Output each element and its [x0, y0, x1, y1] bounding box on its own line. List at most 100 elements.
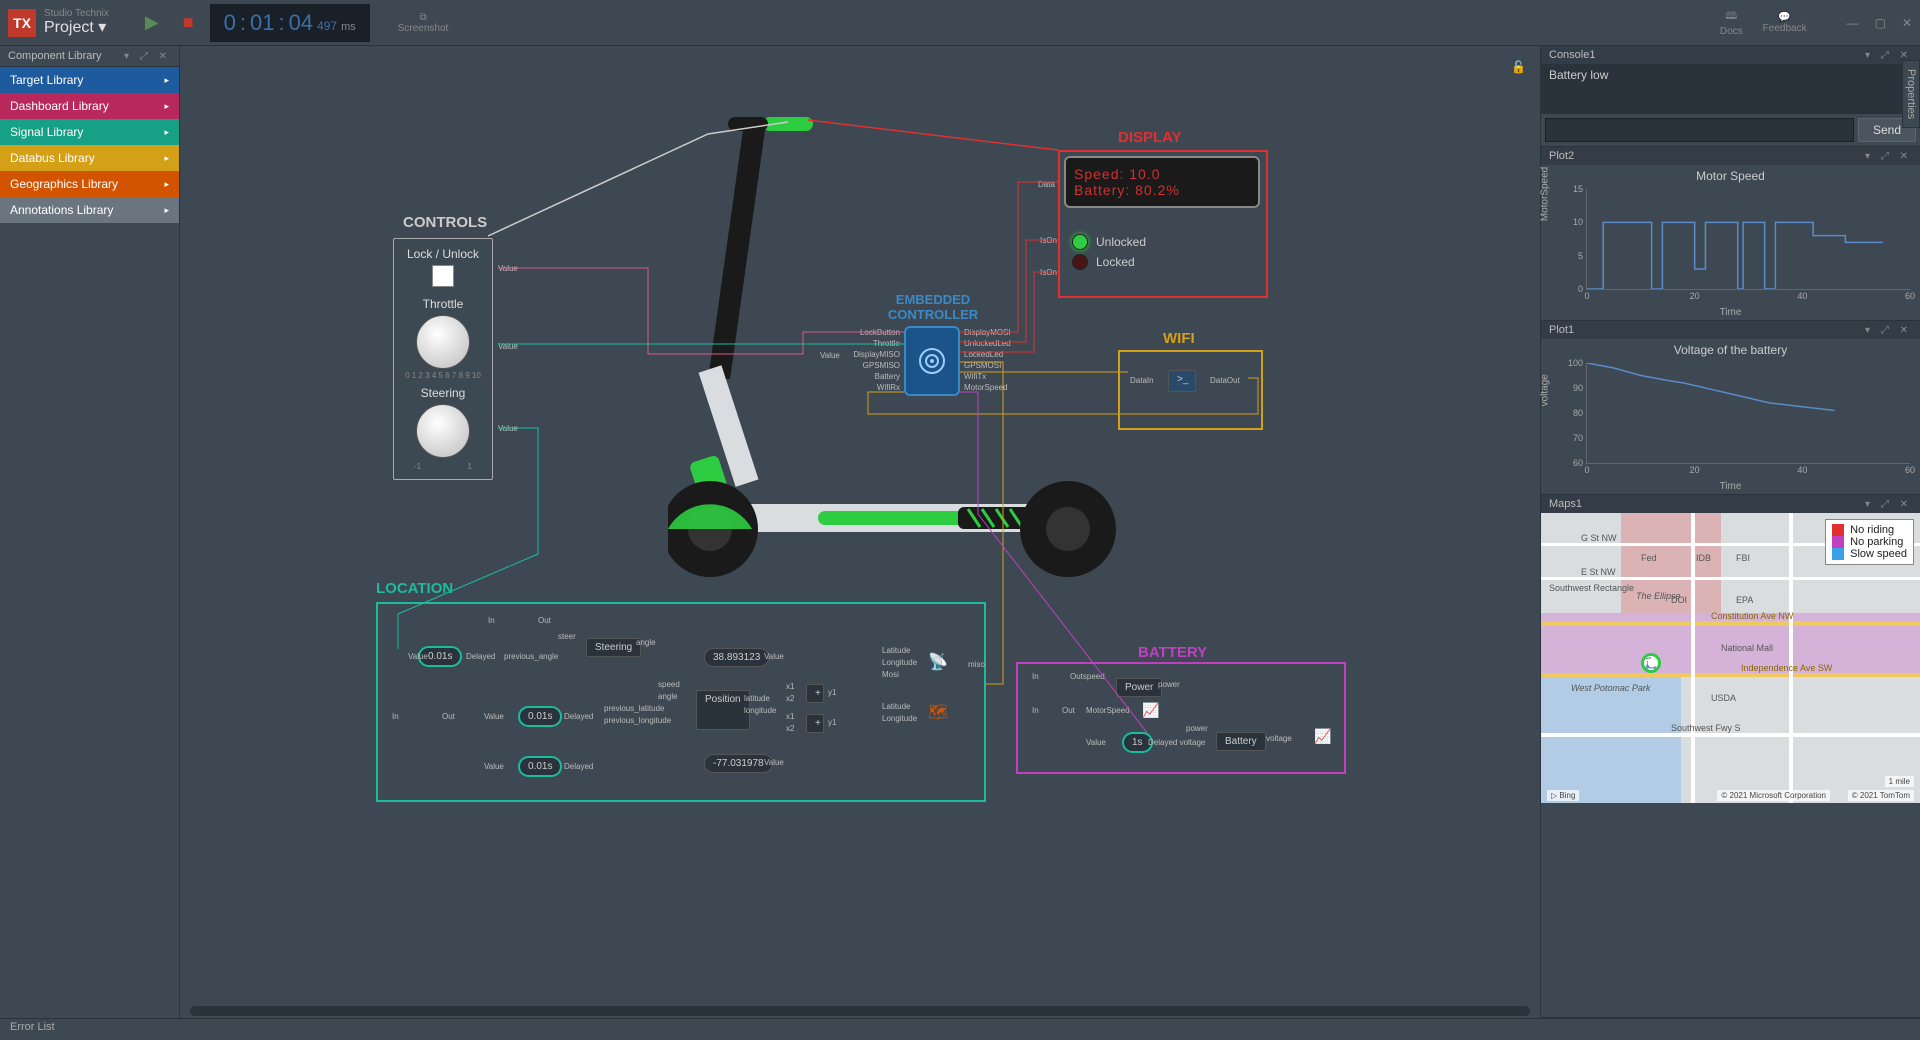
project-dropdown[interactable]: Studio Technix Project ▾: [44, 8, 109, 37]
panel-controls[interactable]: ▾ ⤢ ✕: [1865, 325, 1912, 336]
lock-unlock-label: Lock / Unlock: [402, 247, 484, 261]
panel-controls[interactable]: ▾ ⤢ ✕: [1865, 50, 1912, 61]
wifi-terminal-block[interactable]: >_: [1168, 370, 1196, 392]
location-region-label: LOCATION: [376, 580, 453, 597]
lock-icon[interactable]: 🔓: [1511, 60, 1526, 74]
statusbar[interactable]: Error List: [0, 1018, 1920, 1040]
throttle-knob[interactable]: [416, 315, 470, 369]
feedback-button[interactable]: 💬 Feedback: [1763, 12, 1807, 34]
embedded-controller-block[interactable]: [904, 326, 960, 396]
port-value: Value: [498, 342, 518, 351]
position-block[interactable]: Position: [696, 690, 750, 730]
map-view[interactable]: G St NW E St NW Constitution Ave NW Inde…: [1541, 513, 1920, 803]
port-label: x2: [786, 724, 794, 733]
delay-block[interactable]: 0.01s: [518, 756, 562, 777]
port-label: y1: [828, 688, 836, 697]
library-item-1[interactable]: Dashboard Library▸: [0, 93, 179, 119]
add-block[interactable]: +: [806, 684, 824, 703]
panel-controls[interactable]: ▾ ⤢ ✕: [1865, 499, 1912, 510]
wifi-region-label: WIFI: [1163, 330, 1195, 347]
brand-subtitle: Studio Technix: [44, 8, 109, 19]
camera-icon: ⧉: [419, 12, 426, 23]
port-label: speed: [658, 680, 680, 689]
console-input[interactable]: [1545, 118, 1854, 142]
port-label: Delayed: [466, 652, 495, 661]
library-item-4[interactable]: Geographics Library▸: [0, 171, 179, 197]
power-block[interactable]: Power: [1116, 678, 1162, 697]
battery-block[interactable]: Battery: [1216, 732, 1266, 751]
port-label: Latitude: [882, 646, 910, 655]
toolbar: TX Studio Technix Project ▾ ▶ ■ 0: 01: 0…: [0, 0, 1920, 46]
coord-block[interactable]: 38.893123: [704, 648, 769, 667]
port-label: Value: [408, 652, 428, 661]
port-label: Delayed voltage: [1148, 738, 1205, 747]
port-value: Value: [820, 351, 840, 360]
port-datain: DataIn: [1130, 376, 1154, 385]
steering-knob[interactable]: [416, 404, 470, 458]
port-label: In: [1032, 672, 1039, 681]
brand-title: Project ▾: [44, 19, 109, 37]
port-label: longitude: [744, 706, 776, 715]
port-wifitx: WifiTx: [964, 372, 986, 381]
close-button[interactable]: ✕: [1902, 16, 1912, 30]
port-label: miso: [968, 660, 985, 669]
steering-label: Steering: [402, 386, 484, 400]
port-label: Outspeed: [1070, 672, 1105, 681]
chart-icon: 📈: [1142, 702, 1159, 719]
minimize-button[interactable]: —: [1847, 16, 1859, 30]
console-panel: Console1▾ ⤢ ✕ Battery low Send: [1541, 46, 1920, 147]
design-canvas[interactable]: 🔓: [180, 46, 1540, 1018]
port-label: latitude: [744, 694, 770, 703]
library-item-5[interactable]: Annotations Library▸: [0, 197, 179, 223]
library-item-2[interactable]: Signal Library▸: [0, 119, 179, 145]
controller-region-label: EMBEDDED CONTROLLER: [868, 292, 998, 322]
library-item-0[interactable]: Target Library▸: [0, 67, 179, 93]
simulation-timer: 0: 01: 04 497 ms: [210, 4, 370, 42]
port-label: previous_longitude: [604, 716, 671, 725]
port-label: x1: [786, 682, 794, 691]
port-gpsmosi: GPSMOSI: [964, 361, 1001, 370]
port-ison: IsOn: [1040, 268, 1057, 277]
properties-tab[interactable]: Properties: [1902, 60, 1920, 128]
port-label: x2: [786, 694, 794, 703]
plot2-area: 0510150204060: [1586, 189, 1910, 290]
port-label: steer: [558, 632, 576, 641]
stop-button[interactable]: ■: [175, 8, 202, 37]
display-region-label: DISPLAY: [1118, 129, 1182, 146]
maximize-button[interactable]: ▢: [1875, 16, 1886, 30]
lock-unlock-toggle[interactable]: [432, 265, 454, 287]
library-item-3[interactable]: Databus Library▸: [0, 145, 179, 171]
led-unlocked: [1072, 234, 1088, 250]
play-button[interactable]: ▶: [137, 8, 167, 37]
steering-block[interactable]: Steering: [586, 638, 641, 657]
port-label: MotorSpeed: [1086, 706, 1130, 715]
delay-block[interactable]: 0.01s: [518, 706, 562, 727]
port-lockbutton: LockButton: [846, 328, 900, 337]
docs-button[interactable]: 🕮 Docs: [1720, 9, 1743, 37]
port-label: y1: [828, 718, 836, 727]
port-label: Out: [538, 616, 551, 625]
screenshot-button[interactable]: ⧉ Screenshot: [398, 12, 449, 34]
component-library-header: Component Library ▾ ⤢ ✕: [0, 46, 179, 67]
port-label: In: [488, 616, 495, 625]
port-throttle: Throttle: [846, 339, 900, 348]
port-label: power: [1186, 724, 1208, 733]
canvas-scrollbar-horizontal[interactable]: [190, 1006, 1530, 1016]
scooter-map-marker: 🛴: [1641, 653, 1661, 673]
panel-dock-icons[interactable]: ▾ ⤢ ✕: [124, 51, 171, 62]
led-locked: [1072, 254, 1088, 270]
display-screen: Speed: 10.0 Battery: 80.2%: [1064, 156, 1260, 208]
legend-row: Slow speed: [1832, 548, 1907, 560]
port-label: Delayed: [564, 762, 593, 771]
panel-controls[interactable]: ▾ ⤢ ✕: [1865, 151, 1912, 162]
unlocked-led-row: Unlocked: [1072, 234, 1146, 250]
coord-block[interactable]: -77.031978: [704, 754, 773, 773]
port-label: x1: [786, 712, 794, 721]
console-output: Battery low: [1541, 64, 1920, 114]
feedback-icon: 💬: [1778, 12, 1790, 23]
add-block[interactable]: +: [806, 714, 824, 733]
port-label: Longitude: [882, 658, 917, 667]
map-provider: ▷ Bing: [1547, 790, 1579, 801]
port-label: angle: [636, 638, 656, 647]
maps-panel: Maps1▾ ⤢ ✕ G St NW E St NW Constitution …: [1541, 495, 1920, 1018]
